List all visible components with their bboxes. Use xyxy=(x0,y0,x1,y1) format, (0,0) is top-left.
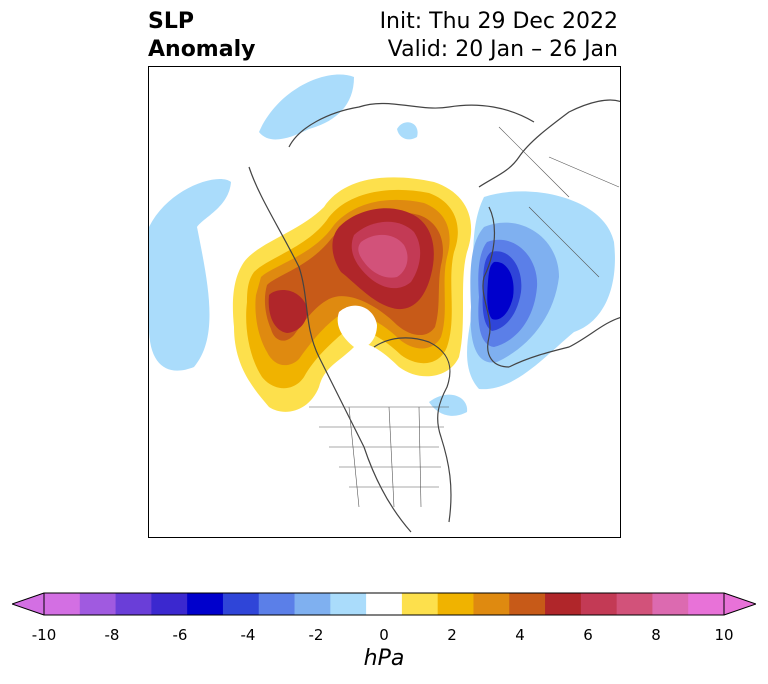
colorbar-tick-label: 2 xyxy=(447,626,457,644)
colorbar-tick-label: 10 xyxy=(714,626,734,644)
colorbar-cell xyxy=(187,593,224,615)
colorbar-cell xyxy=(616,593,653,615)
title-line2: Anomaly xyxy=(148,37,256,62)
forecast-dates: Init: Thu 29 Dec 2022 Valid: 20 Jan – 26… xyxy=(380,8,618,64)
colorbar-cell xyxy=(330,593,367,615)
colorbar-cell xyxy=(473,593,510,615)
colorbar-tick-label: -6 xyxy=(172,626,188,644)
colorbar-unit: hPa xyxy=(363,646,405,671)
anomaly-neg-atlantic xyxy=(429,394,468,416)
colorbar-cell xyxy=(652,593,689,615)
colorbar-cell xyxy=(688,593,725,615)
coastlines xyxy=(248,99,620,533)
anomaly-pos-5 xyxy=(268,290,308,333)
colorbar-cell xyxy=(115,593,152,615)
colorbar-tick-label: -2 xyxy=(308,626,324,644)
map-title: SLP Anomaly xyxy=(148,8,255,64)
valid-range: Valid: 20 Jan – 26 Jan xyxy=(387,37,618,62)
colorbar-tick-label: 4 xyxy=(515,626,525,644)
colorbar-max-arrow xyxy=(724,593,756,615)
colorbar-tick-label: -4 xyxy=(240,626,256,644)
colorbar-cell xyxy=(509,593,546,615)
anomaly-neg-eurasia-5 xyxy=(487,261,514,320)
colorbar-cell xyxy=(44,593,81,615)
title-line1: SLP xyxy=(148,9,194,34)
init-date: Init: Thu 29 Dec 2022 xyxy=(379,9,618,34)
political-borders xyxy=(309,126,620,508)
colorbar-min-arrow xyxy=(12,593,44,615)
colorbar-tick-label: 8 xyxy=(651,626,661,644)
colorbar-cell xyxy=(222,593,260,615)
anomaly-neg-arctic-2 xyxy=(397,122,418,140)
slp-anomaly-map xyxy=(148,66,621,538)
anomaly-gap xyxy=(337,305,377,349)
colorbar-cell xyxy=(545,593,582,615)
colorbar-cell xyxy=(401,593,439,615)
colorbar-cell xyxy=(79,593,117,615)
colorbar-tick-label: -10 xyxy=(31,626,57,644)
colorbar-cell xyxy=(580,593,618,615)
colorbar-cell xyxy=(258,593,296,615)
map-canvas xyxy=(149,74,620,533)
colorbar-cell xyxy=(366,593,403,615)
colorbar-tick-label: 0 xyxy=(379,626,389,644)
anomaly-pos-8 xyxy=(358,234,408,278)
colorbar-cell xyxy=(294,593,331,615)
anomaly-neg-pacific xyxy=(149,179,231,371)
colorbar-cell xyxy=(437,593,474,615)
colorbar xyxy=(12,592,756,616)
colorbar-tick-label: 6 xyxy=(583,626,593,644)
colorbar-tick-label: -8 xyxy=(104,626,120,644)
colorbar-cell xyxy=(151,593,188,615)
anomaly-neg-arctic xyxy=(259,74,354,140)
